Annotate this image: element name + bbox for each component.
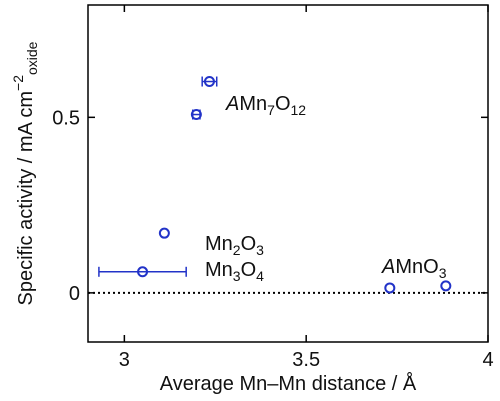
x-tick-label: 4 xyxy=(482,349,493,371)
x-tick-label: 3.5 xyxy=(292,349,320,371)
annotation: Mn3O4 xyxy=(205,259,264,284)
text-part: 4 xyxy=(256,268,264,284)
x-tick-label: 3 xyxy=(119,349,130,371)
point xyxy=(190,109,202,121)
plot-frame xyxy=(87,4,489,343)
point xyxy=(137,266,149,278)
error-bar xyxy=(98,266,187,277)
text-part: 12 xyxy=(291,102,307,118)
text-part: 3 xyxy=(439,265,447,281)
text-part: O xyxy=(241,259,257,281)
text-part: Specific activity / mA cm xyxy=(15,91,37,306)
point xyxy=(203,76,215,88)
point xyxy=(384,282,396,294)
annotation: Mn2O3 xyxy=(205,233,264,258)
y-tick-label: 0.5 xyxy=(52,107,80,129)
x-axis-label: Average Mn–Mn distance / Å xyxy=(160,372,417,395)
text-part: −2 xyxy=(10,75,26,91)
text-part: 3 xyxy=(233,268,241,284)
y-axis-label: Specific activity / mA cm−2oxide xyxy=(10,41,40,305)
text-part: Mn xyxy=(205,259,233,281)
text-part: MnO xyxy=(395,256,438,278)
annotation: AMnO3 xyxy=(381,256,447,281)
text-part: Mn xyxy=(205,233,233,255)
text-part: Average Mn–Mn distance / Å xyxy=(160,372,417,395)
text-part: 7 xyxy=(267,102,275,118)
y-tick-label: 0 xyxy=(69,283,80,305)
text-part: 2 xyxy=(233,242,241,258)
point xyxy=(158,227,170,239)
text-part: A xyxy=(381,256,395,278)
annotation: AMn7O12 xyxy=(225,93,306,118)
point xyxy=(440,280,452,292)
text-part: O xyxy=(275,93,291,115)
text-part: O xyxy=(241,233,257,255)
text-part: Mn xyxy=(239,93,267,115)
text-part: A xyxy=(225,93,239,115)
text-part: oxide xyxy=(24,41,40,75)
text-part: 3 xyxy=(256,242,264,258)
